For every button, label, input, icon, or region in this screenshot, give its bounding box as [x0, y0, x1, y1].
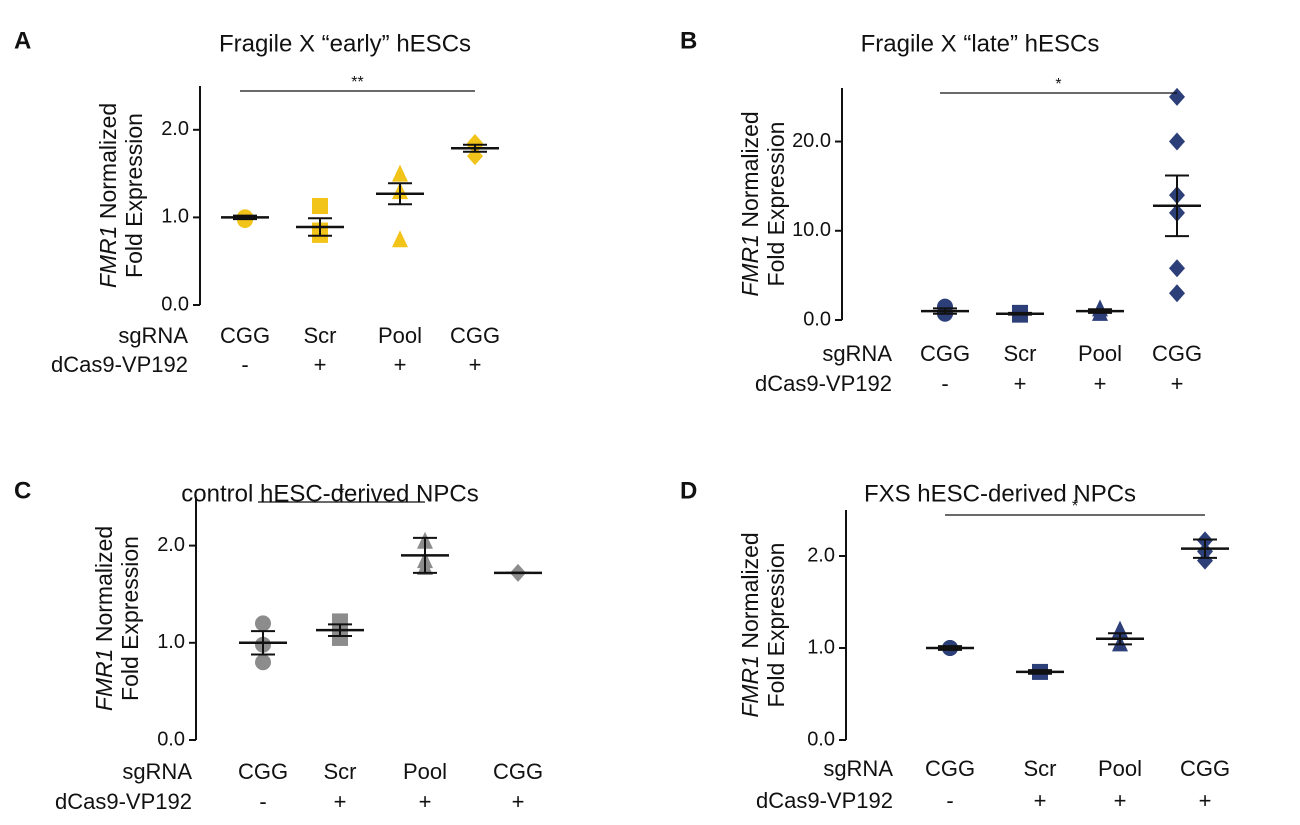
y-axis-label: FMR1 Normalized	[737, 532, 763, 717]
x-tick-label: Pool	[1098, 756, 1142, 781]
y-axis-label: FMR1 Normalized	[737, 111, 763, 296]
x-tick-label: CGG	[220, 323, 270, 348]
y-tick-label: 0.0	[807, 728, 835, 750]
cas9-label: +	[394, 352, 407, 377]
cas9-label: -	[946, 788, 953, 813]
chart-title: control hESC-derived NPCs	[181, 480, 478, 507]
y-tick-label: 2.0	[157, 534, 185, 556]
row-label: sgRNA	[822, 341, 892, 366]
y-axis-label-gene: FMR1	[91, 649, 117, 712]
y-tick-label: 2.0	[161, 118, 189, 140]
y-axis-label-line2: Fold Expression	[121, 113, 147, 278]
panel-letter: A	[14, 27, 31, 54]
x-tick-label: Pool	[378, 323, 422, 348]
x-tick-label: Scr	[1024, 756, 1057, 781]
x-tick-label: Pool	[403, 759, 447, 784]
significance-label: **	[351, 74, 363, 91]
cas9-label: +	[1014, 371, 1027, 396]
row-label: sgRNA	[118, 323, 188, 348]
y-axis-label: FMR1 Normalized	[91, 526, 117, 711]
y-axis-label-line2: Fold Expression	[763, 122, 789, 287]
cas9-label: +	[1034, 788, 1047, 813]
cas9-label: +	[314, 352, 327, 377]
x-tick-label: CGG	[920, 341, 970, 366]
data-point	[312, 198, 328, 215]
x-tick-label: Scr	[1004, 341, 1037, 366]
data-point	[255, 615, 271, 632]
y-tick-label: 0.0	[161, 293, 189, 315]
y-axis-label-line2: Fold Expression	[763, 543, 789, 708]
cas9-label: +	[1094, 371, 1107, 396]
x-tick-label: CGG	[493, 759, 543, 784]
row-label: dCas9-VP192	[51, 352, 188, 377]
data-point	[1169, 87, 1185, 106]
y-axis-label-gene: FMR1	[95, 226, 121, 289]
data-point	[1197, 551, 1213, 570]
y-tick-label: 1.0	[157, 631, 185, 653]
cas9-label: +	[512, 789, 525, 814]
data-point	[255, 654, 271, 671]
row-label: sgRNA	[823, 756, 893, 781]
y-tick-label: 0.0	[157, 728, 185, 750]
cas9-label: +	[419, 789, 432, 814]
cas9-label: +	[1114, 788, 1127, 813]
y-axis-label-line1: Normalized	[91, 526, 117, 642]
significance-label: *	[1072, 498, 1078, 515]
panel-letter: D	[680, 477, 697, 504]
significance-label: *	[1055, 76, 1061, 93]
x-tick-label: CGG	[1152, 341, 1202, 366]
data-point	[1169, 132, 1185, 151]
significance-label: *	[338, 485, 344, 502]
cas9-label: +	[469, 352, 482, 377]
data-point	[392, 230, 408, 248]
cas9-label: +	[1199, 788, 1212, 813]
data-point	[1169, 259, 1185, 278]
y-axis-label-line1: Normalized	[95, 103, 121, 219]
y-axis-label: FMR1 Normalized	[95, 103, 121, 288]
y-axis-label-line1: Normalized	[737, 111, 763, 227]
y-tick-label: 2.0	[807, 544, 835, 566]
panel-letter: B	[680, 27, 697, 54]
x-tick-label: Scr	[304, 323, 337, 348]
cas9-label: +	[1171, 371, 1184, 396]
cas9-label: -	[259, 789, 266, 814]
x-tick-label: Pool	[1078, 341, 1122, 366]
x-tick-label: CGG	[1180, 756, 1230, 781]
row-label: dCas9-VP192	[756, 788, 893, 813]
chart-title: FXS hESC-derived NPCs	[864, 480, 1136, 507]
y-axis-label-line2: Fold Expression	[117, 536, 143, 701]
data-point	[1169, 284, 1185, 303]
chart-title: Fragile X “early” hESCs	[219, 30, 471, 57]
x-tick-label: Scr	[324, 759, 357, 784]
y-tick-label: 1.0	[807, 636, 835, 658]
cas9-label: +	[334, 789, 347, 814]
data-point	[332, 629, 348, 646]
y-axis-label-line1: Normalized	[737, 532, 763, 648]
chart-title: Fragile X “late” hESCs	[861, 30, 1100, 57]
y-tick-label: 0.0	[803, 308, 831, 330]
panel-letter: C	[14, 477, 31, 504]
cas9-label: -	[241, 352, 248, 377]
x-tick-label: CGG	[238, 759, 288, 784]
row-label: dCas9-VP192	[755, 371, 892, 396]
y-tick-label: 1.0	[161, 206, 189, 228]
cas9-label: -	[941, 371, 948, 396]
y-axis-label-gene: FMR1	[737, 655, 763, 718]
data-point	[392, 164, 408, 182]
row-label: dCas9-VP192	[55, 789, 192, 814]
x-tick-label: CGG	[450, 323, 500, 348]
y-axis-label-gene: FMR1	[737, 234, 763, 297]
row-label: sgRNA	[122, 759, 192, 784]
x-tick-label: CGG	[925, 756, 975, 781]
y-tick-label: 20.0	[792, 130, 831, 152]
y-tick-label: 10.0	[792, 219, 831, 241]
